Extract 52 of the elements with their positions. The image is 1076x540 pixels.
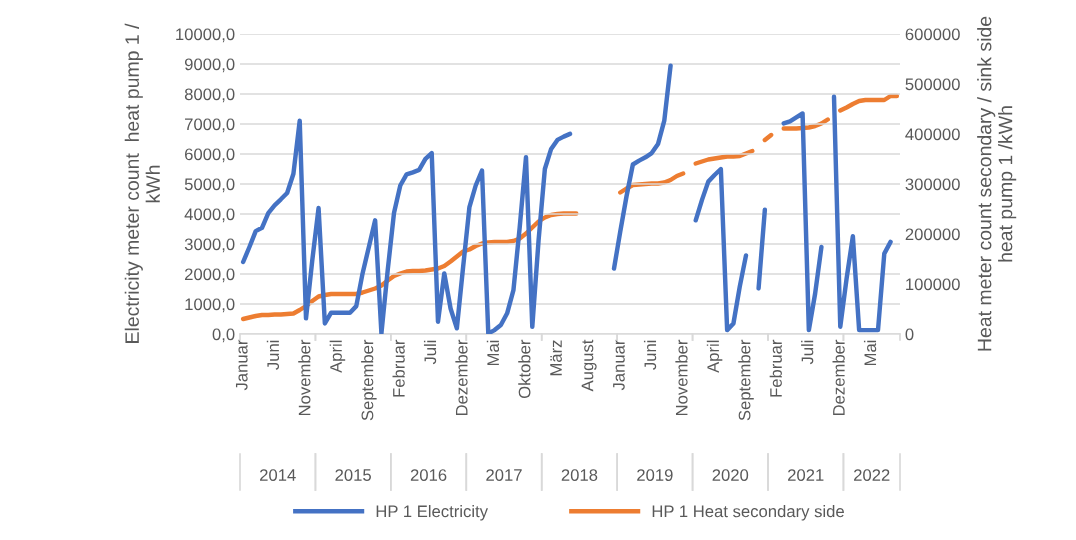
x-tick-label: Januar — [235, 339, 248, 391]
y-tick-label: 2000,0 — [185, 268, 235, 283]
x-tick-label: Oktober — [518, 339, 531, 399]
text: 2015 — [335, 469, 371, 481]
y-tick-label: 8000,0 — [184, 88, 235, 103]
text: 2021 — [788, 469, 824, 481]
text: 2020 — [712, 469, 749, 481]
y2-tick-label: 300000 — [905, 178, 960, 191]
y2-tick-label: 600000 — [905, 28, 960, 41]
x-tick-label: Dezember — [455, 339, 468, 416]
y2-tick-label: 200000 — [905, 228, 960, 241]
text: 2022 — [854, 469, 890, 481]
x-tick-label: Juli — [801, 340, 814, 365]
y-tick-label: 1000,0 — [185, 298, 235, 313]
x-tick-label: Februar — [392, 339, 405, 397]
y2-axis-title: Heat meter count secondary / sink side heat pump 1 /kWh — [977, 16, 1017, 351]
y-tick-label: 0,0 — [212, 328, 235, 343]
x-tick-label: Juni — [643, 340, 657, 370]
x-tick-label: Mai — [863, 340, 877, 366]
y-tick-label: 4000,0 — [184, 208, 235, 223]
x-tick-label: August — [581, 339, 597, 392]
x-tick-label: Juni — [266, 340, 280, 370]
x-tick-label: Januar — [613, 339, 625, 391]
y2-tick-label: 400000 — [905, 128, 960, 141]
text: 2014 — [260, 469, 296, 481]
x-tick-label: März — [550, 340, 562, 376]
y-axis-title: Electricity meter count heat pump 1 / kWh — [124, 23, 160, 343]
x-tick-label: Februar — [769, 339, 782, 397]
text: 2019 — [637, 469, 673, 481]
y-tick-label: 5000,0 — [184, 178, 235, 193]
x-tick-label: November — [675, 339, 688, 416]
y-tick-label: 10000,0 — [176, 28, 235, 43]
x-tick-label: November — [298, 339, 311, 416]
text: 2016 — [410, 469, 447, 481]
x-tick-label: September — [361, 339, 377, 421]
legend-label: HP 1 Heat secondary side — [652, 505, 844, 521]
y2-tick-label: 500000 — [905, 78, 960, 91]
x-tick-label: Dezember — [832, 339, 845, 416]
y-tick-label: 7000,0 — [185, 118, 235, 133]
x-tick-label: Juli — [423, 340, 437, 365]
text: 2017 — [486, 469, 522, 481]
y-tick-label: 9000,0 — [184, 58, 235, 73]
y-tick-label: 3000,0 — [184, 238, 235, 253]
x-tick-label: September — [738, 339, 754, 421]
text: 2018 — [561, 469, 598, 481]
y2-tick-label: 100000 — [906, 278, 960, 291]
x-tick-label: Mai — [486, 340, 500, 366]
x-tick-label: April — [706, 340, 723, 373]
legend-label: HP 1 Electricity — [376, 505, 488, 521]
y-tick-label: 6000,0 — [185, 148, 235, 163]
y2-tick-label: 0 — [905, 328, 914, 341]
x-tick-label: April — [329, 340, 346, 373]
